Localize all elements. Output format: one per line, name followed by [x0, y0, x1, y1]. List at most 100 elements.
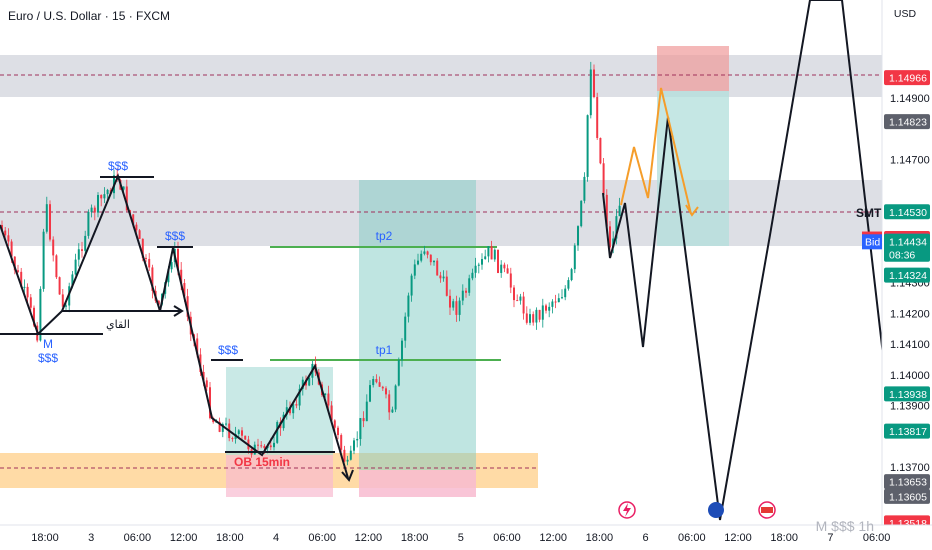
price-tag-value: 1.14434 — [889, 236, 927, 248]
time-axis-ticks: 18:00 3 06:00 12:00 18:00 4 06:00 12:00 18:00 5 06… — [31, 532, 890, 544]
candle-body — [327, 393, 330, 406]
x-tick-label: 6 — [643, 532, 649, 544]
candle-body — [324, 393, 327, 396]
price-tag-value: 1.13817 — [889, 426, 927, 438]
candle-body — [196, 338, 199, 355]
candle-body — [554, 301, 557, 303]
currency-label[interactable]: USD — [893, 8, 917, 20]
candle-body — [346, 459, 349, 462]
price-tag-bg — [884, 233, 930, 262]
candle-body — [481, 259, 483, 265]
x-tick-label: 4 — [273, 532, 279, 544]
candle-body — [237, 430, 240, 434]
x-tick-label: 3 — [88, 532, 94, 544]
candle-body — [17, 270, 19, 272]
candle-body — [183, 282, 186, 297]
y-tick-label: 1.14200 — [890, 308, 930, 320]
x-tick-label: 18:00 — [770, 532, 798, 544]
candle-body — [356, 438, 359, 441]
x-tick-label: 18:00 — [586, 532, 614, 544]
candle-body — [93, 207, 96, 213]
candle-body — [538, 309, 541, 320]
candle-body — [513, 287, 515, 301]
position-1-stop — [226, 455, 333, 497]
price-tag-bg — [884, 423, 930, 439]
y-tick-label: 1.14900 — [890, 93, 930, 105]
candle-body — [477, 264, 480, 266]
candle-body — [205, 380, 208, 388]
price-tag: 1.14823 — [884, 114, 930, 130]
candle-body — [458, 300, 461, 315]
price-tag-bg — [884, 70, 930, 86]
candle-body — [10, 241, 13, 257]
candle-body — [61, 294, 64, 307]
price-tag-bg — [884, 267, 930, 283]
candle-body — [81, 249, 83, 251]
candle-body — [381, 386, 384, 389]
lightning-icon — [623, 503, 631, 517]
candle-body — [471, 272, 474, 279]
position-2-stop — [359, 470, 476, 497]
candle-body — [308, 377, 311, 386]
candle-body — [148, 258, 151, 268]
price-tag-bg — [884, 114, 930, 130]
event-icon-eu[interactable] — [708, 502, 724, 518]
price-tag-value: 1.13938 — [889, 389, 927, 401]
price-tag-prefix-bg — [862, 234, 882, 250]
zigzag-arrow — [341, 469, 354, 482]
price-tag: 1.13653 — [884, 474, 930, 490]
candle-body — [442, 276, 445, 279]
x-tick-label: 5 — [458, 532, 464, 544]
candle-body — [445, 276, 448, 296]
candle-body — [167, 269, 170, 283]
candle-body — [500, 264, 503, 273]
candle-body — [487, 246, 490, 257]
y-tick-label: 1.13700 — [890, 462, 930, 474]
x-tick-label: 12:00 — [724, 532, 752, 544]
candle-body — [100, 194, 103, 199]
price-tag-value: 1.14324 — [889, 270, 927, 282]
price-tag: 1.13938 — [884, 386, 930, 402]
candle-body — [548, 306, 551, 311]
projection-path — [602, 0, 886, 521]
candle-body — [353, 440, 355, 451]
candle-body — [436, 260, 439, 276]
candle-body — [493, 249, 496, 260]
candle-body — [186, 296, 189, 317]
candle-body — [426, 251, 429, 255]
ann-tp1: tp1 — [376, 343, 393, 357]
x-tick-label: 06:00 — [678, 532, 706, 544]
candle-body — [231, 438, 234, 440]
price-tag-bg — [884, 488, 930, 504]
candle-body — [257, 444, 259, 446]
candle-body — [586, 115, 589, 177]
candle-body — [84, 235, 87, 251]
candle-body — [605, 194, 608, 227]
candle-body — [529, 314, 531, 323]
candle-body — [4, 230, 7, 236]
candle-body — [209, 387, 211, 419]
candle-body — [429, 254, 432, 263]
candle-body — [151, 267, 154, 291]
x-tick-label: 06:00 — [124, 532, 152, 544]
candle-body — [394, 385, 397, 410]
price-tag: 1.14966 — [884, 70, 930, 86]
candle-body — [564, 288, 567, 298]
ann-tp2: tp2 — [376, 229, 393, 243]
y-tick-label: 1.13900 — [890, 401, 930, 413]
candle-body — [7, 235, 10, 242]
candle-body — [573, 245, 576, 270]
chart-title: Euro / U.S. Dollar · 15 · FXCM — [8, 9, 171, 23]
candle-body — [333, 420, 336, 428]
candle-body — [289, 407, 291, 414]
candle-body — [397, 360, 400, 386]
candle-body — [138, 230, 141, 239]
candle-body — [135, 224, 138, 231]
candle-body — [532, 314, 535, 323]
candle-body — [29, 297, 32, 308]
position-2-target — [359, 180, 476, 470]
candle-body — [372, 379, 375, 386]
candle-body — [177, 249, 179, 270]
